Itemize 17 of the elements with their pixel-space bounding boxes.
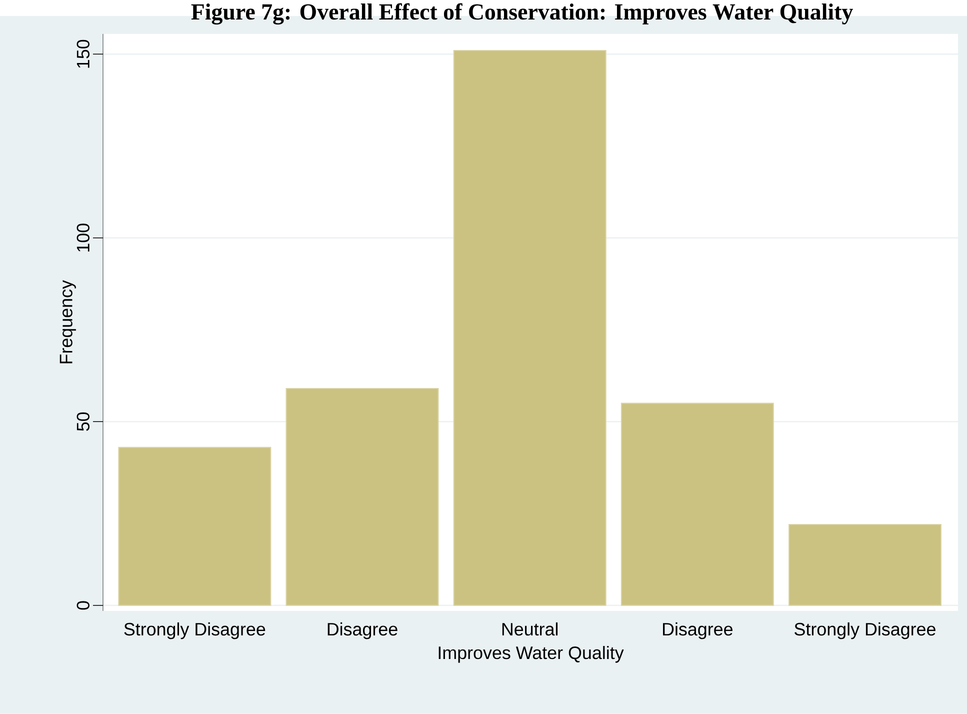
x-tick-label: Strongly Disagree [124, 622, 266, 640]
y-tick-label: 150 [76, 40, 90, 68]
x-axis-title: Improves Water Quality [438, 646, 624, 663]
x-tick-label: Neutral [502, 622, 558, 636]
bar [453, 50, 606, 606]
x-tick-label: Disagree [663, 622, 732, 640]
chart-title: Figure 7g: Overall Effect of Conservation: Improves Water Quality [191, 3, 853, 25]
x-tick-label: Strongly Disagree [794, 622, 936, 640]
y-axis-title: Frequency [60, 280, 76, 364]
bar [286, 388, 439, 606]
bar [620, 402, 774, 606]
bar [118, 446, 272, 606]
x-tick-label: Disagree [328, 622, 398, 640]
y-tick-label: 0 [76, 601, 90, 610]
bar [788, 524, 942, 606]
y-tick-label: 100 [76, 224, 90, 252]
y-tick-label: 50 [76, 412, 90, 431]
